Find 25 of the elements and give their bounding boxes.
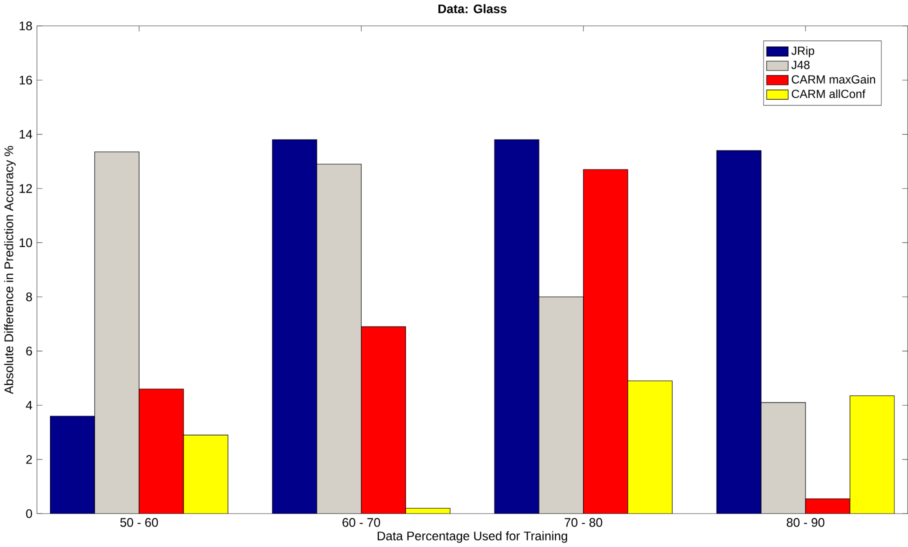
y-tick-label: 16	[20, 76, 32, 85]
x-tick-label: 60 - 70	[342, 518, 380, 527]
y-tick-label: 2	[26, 455, 32, 464]
y-axis-title: Absolute Difference in Prediction Accuracy %	[4, 146, 16, 394]
y-tick-label: 8	[26, 292, 32, 302]
y-tick-label: 18	[20, 22, 32, 30]
y-tick-label: 0	[26, 509, 32, 518]
x-tick-label: 50 - 60	[120, 518, 158, 527]
legend-label: J48	[791, 60, 810, 70]
x-tick-label: 80 - 90	[786, 518, 824, 527]
legend-label: CARM allConf	[792, 89, 866, 98]
x-axis-title: Data Percentage Used for Training	[378, 531, 568, 543]
bar	[272, 139, 318, 514]
x-tick-label: 70 - 80	[564, 518, 602, 527]
y-tick-label: 10	[20, 238, 32, 248]
bar	[494, 139, 540, 514]
legend-label: CARM maxGain	[792, 75, 876, 84]
chart-title: Data: Glass	[438, 4, 507, 14]
y-tick-label: 6	[26, 346, 32, 356]
y-tick-label: 4	[26, 401, 32, 410]
y-tick-label: 14	[20, 130, 32, 139]
bar	[50, 416, 95, 514]
legend-label: JRip	[791, 46, 814, 58]
bar	[716, 150, 762, 514]
y-tick-label: 12	[20, 184, 32, 193]
